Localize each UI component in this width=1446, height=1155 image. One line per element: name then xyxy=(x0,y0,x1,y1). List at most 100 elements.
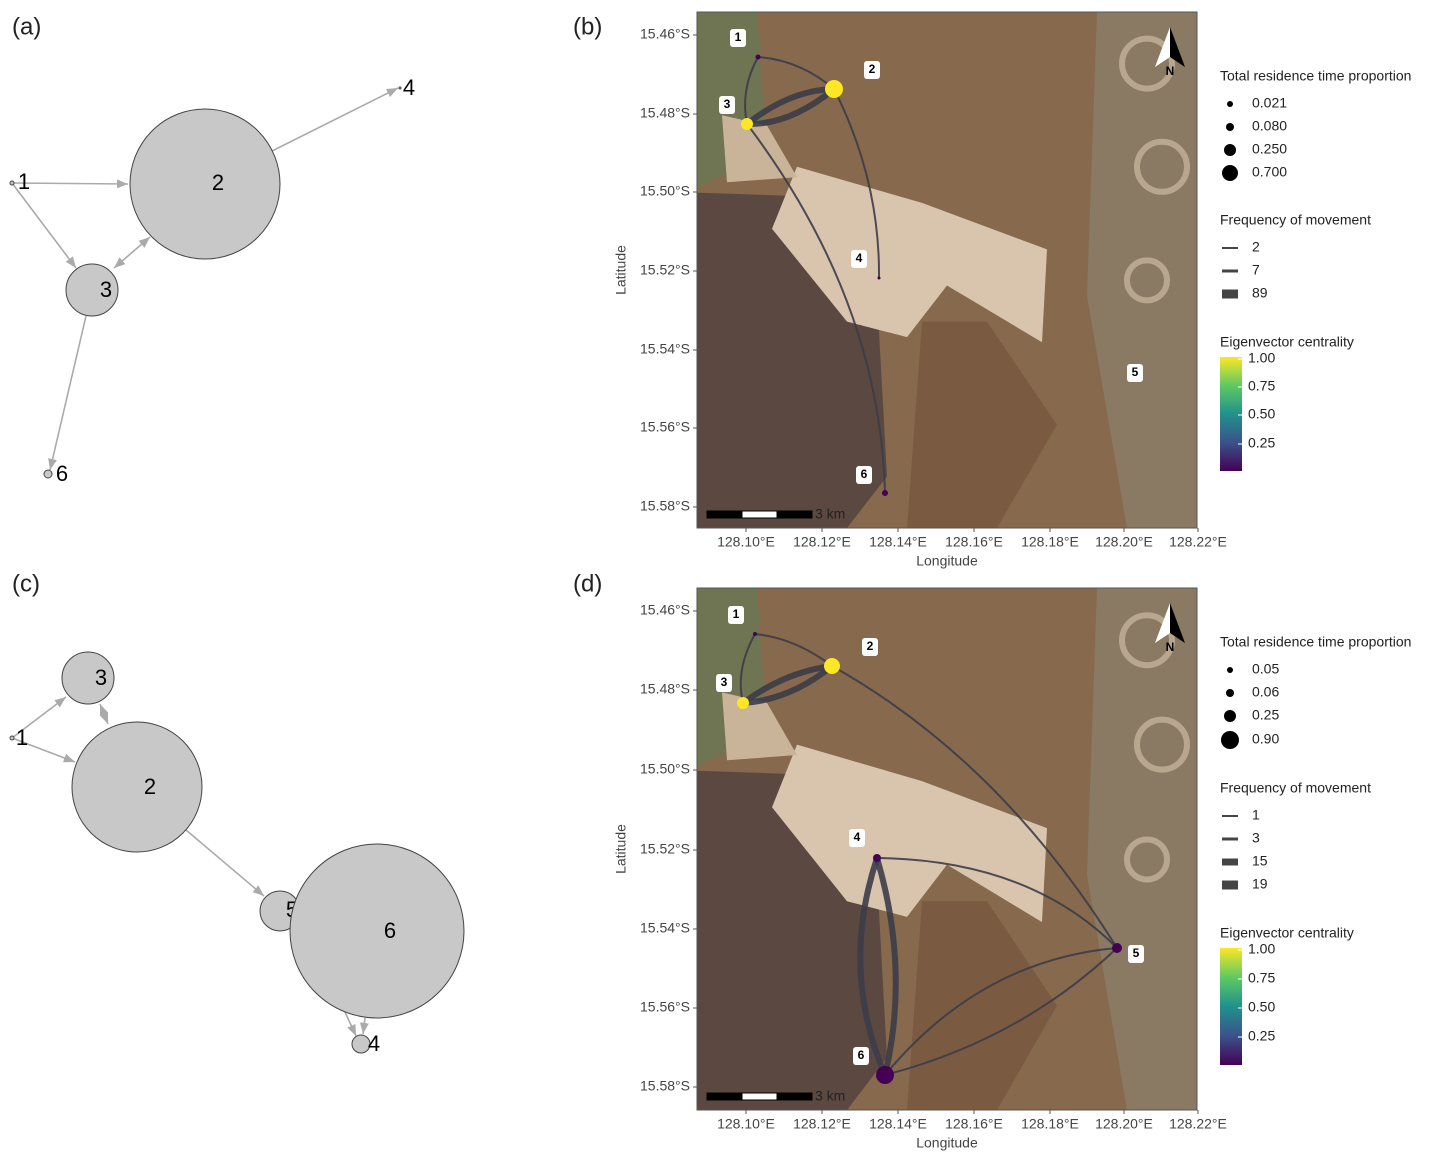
y-tick-label: 15.52°S xyxy=(640,262,690,278)
x-tick-label: 128.16°E xyxy=(945,1116,1003,1132)
x-axis-title: Longitude xyxy=(916,1135,978,1151)
x-tick-label: 128.12°E xyxy=(793,1116,851,1132)
edge xyxy=(345,1012,356,1036)
legend-label: 15 xyxy=(1252,853,1268,869)
y-tick-label: 15.48°S xyxy=(640,105,690,121)
colorbar-label: 0.75 xyxy=(1248,970,1275,986)
node-label: 1 xyxy=(18,169,30,194)
y-tick-label: 15.58°S xyxy=(640,1078,690,1094)
legend-title: Total residence time proportion xyxy=(1220,68,1411,84)
scale-bar-label: 3 km xyxy=(815,506,845,522)
y-tick-label: 15.52°S xyxy=(640,841,690,857)
node-label: 2 xyxy=(212,170,224,195)
node xyxy=(1112,943,1122,953)
node xyxy=(882,490,888,496)
legend-label: 0.06 xyxy=(1252,684,1279,700)
y-tick-label: 15.46°S xyxy=(640,602,690,618)
scale-bar-label: 3 km xyxy=(815,1088,845,1104)
y-tick-label: 15.58°S xyxy=(640,498,690,514)
node xyxy=(10,736,14,740)
scale-bar xyxy=(777,511,812,518)
x-tick-label: 128.22°E xyxy=(1169,534,1227,550)
legend-label: 0.700 xyxy=(1252,164,1287,180)
legend-title: Eigenvector centrality xyxy=(1220,334,1354,350)
colorbar-label: 0.50 xyxy=(1248,406,1275,422)
y-tick-label: 15.48°S xyxy=(640,681,690,697)
node xyxy=(737,697,749,709)
node-label: 5 xyxy=(1133,946,1140,960)
y-axis-title: Latitude xyxy=(613,245,629,295)
panel-label: (a) xyxy=(12,13,41,40)
node xyxy=(825,80,843,98)
x-axis-title: Longitude xyxy=(916,553,978,569)
scale-bar xyxy=(707,1093,742,1100)
legend-size-key xyxy=(1227,667,1233,673)
node xyxy=(878,277,881,280)
colorbar-label: 0.25 xyxy=(1248,435,1275,451)
north-label: N xyxy=(1166,640,1175,654)
node xyxy=(399,87,401,89)
panel-label: (c) xyxy=(12,570,40,597)
legend-label: 89 xyxy=(1252,285,1268,301)
legend-label: 0.90 xyxy=(1252,731,1279,747)
node xyxy=(741,118,753,130)
x-tick-label: 128.18°E xyxy=(1021,534,1079,550)
colorbar xyxy=(1220,357,1242,471)
node-label: 4 xyxy=(403,75,415,100)
legend-label: 0.080 xyxy=(1252,118,1287,134)
legend-label: 2 xyxy=(1252,239,1260,255)
legend-size-key xyxy=(1222,165,1238,181)
legend-label: 0.05 xyxy=(1252,661,1279,677)
legend-label: 0.021 xyxy=(1252,95,1287,111)
y-tick-label: 15.54°S xyxy=(640,341,690,357)
x-tick-label: 128.14°E xyxy=(869,1116,927,1132)
colorbar xyxy=(1220,948,1242,1065)
scale-bar xyxy=(742,511,777,518)
node xyxy=(753,632,757,636)
edge xyxy=(272,88,398,151)
edge xyxy=(114,237,150,268)
legend-label: 7 xyxy=(1252,262,1260,278)
edge xyxy=(186,830,264,896)
legend-label: 19 xyxy=(1252,876,1268,892)
y-tick-label: 15.50°S xyxy=(640,761,690,777)
node-label: 2 xyxy=(869,62,876,76)
node-label: 5 xyxy=(1132,365,1139,379)
edge xyxy=(50,316,86,470)
y-axis-title: Latitude xyxy=(613,824,629,874)
x-tick-label: 128.16°E xyxy=(945,534,1003,550)
panel-label: (b) xyxy=(573,13,602,40)
node-label: 6 xyxy=(56,461,68,486)
node-label: 1 xyxy=(735,30,742,44)
node xyxy=(876,1066,894,1084)
node xyxy=(130,109,280,259)
node-label: 6 xyxy=(858,1048,865,1062)
legend-size-key xyxy=(1226,689,1234,697)
colorbar-label: 1.00 xyxy=(1248,941,1275,957)
y-tick-label: 15.46°S xyxy=(640,26,690,42)
node-label: 4 xyxy=(368,1031,380,1056)
x-tick-label: 128.20°E xyxy=(1095,534,1153,550)
node-label: 3 xyxy=(95,665,107,690)
y-tick-label: 15.56°S xyxy=(640,419,690,435)
node-label: 4 xyxy=(854,830,861,844)
node-label: 6 xyxy=(861,467,868,481)
north-label: N xyxy=(1166,64,1175,78)
legend-label: 3 xyxy=(1252,830,1260,846)
node xyxy=(873,854,881,862)
node xyxy=(72,722,202,852)
x-tick-label: 128.10°E xyxy=(717,1116,775,1132)
x-tick-label: 128.22°E xyxy=(1169,1116,1227,1132)
edge xyxy=(100,704,108,724)
node xyxy=(756,55,761,60)
legend-size-key xyxy=(1226,123,1234,131)
node xyxy=(10,181,14,185)
node xyxy=(824,658,840,674)
legend-title: Eigenvector centrality xyxy=(1220,925,1354,941)
edge xyxy=(363,1018,365,1034)
x-tick-label: 128.20°E xyxy=(1095,1116,1153,1132)
colorbar-label: 0.25 xyxy=(1248,1028,1275,1044)
figure: (a)(b)(c)(d)123463125641234563 kmN128.10… xyxy=(0,0,1446,1155)
y-tick-label: 15.54°S xyxy=(640,920,690,936)
